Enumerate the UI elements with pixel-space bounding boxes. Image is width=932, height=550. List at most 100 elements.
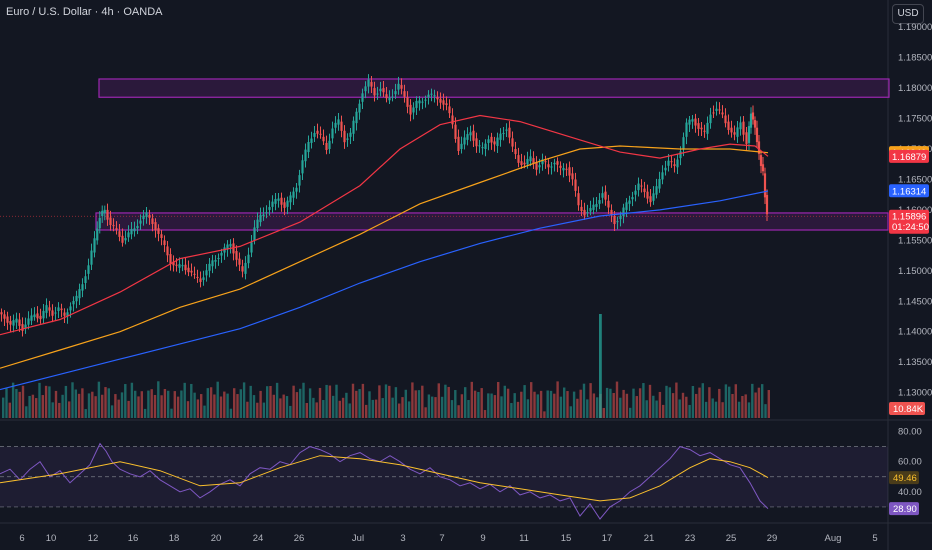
volume-bar xyxy=(21,385,25,418)
volume-bar xyxy=(437,383,440,418)
x-tick-label: 21 xyxy=(644,533,655,544)
volume-bar xyxy=(470,381,473,418)
candle-body xyxy=(337,119,340,125)
candle-body xyxy=(592,204,595,210)
candle-body xyxy=(511,138,514,147)
candle-body xyxy=(244,262,247,274)
volume-bar xyxy=(401,397,404,418)
volume-bar xyxy=(196,399,200,418)
volume-bar xyxy=(741,395,744,418)
candle-body xyxy=(553,162,556,165)
volume-bar xyxy=(411,382,414,418)
volume-bar xyxy=(335,384,338,418)
candle-body xyxy=(90,250,93,265)
candle-body xyxy=(547,164,550,168)
candle-body xyxy=(331,128,334,139)
candle-body xyxy=(24,324,27,329)
candle-body xyxy=(604,191,607,200)
currency-button[interactable]: USD xyxy=(892,4,924,24)
volume-bar xyxy=(711,398,714,418)
candle-body xyxy=(595,204,598,207)
candle-body xyxy=(66,312,69,317)
candle-body xyxy=(718,109,721,111)
candle-body xyxy=(115,228,118,230)
candle-body xyxy=(451,115,454,125)
volume-bar xyxy=(41,395,44,418)
candle-body xyxy=(739,122,742,130)
candle-body xyxy=(517,155,520,163)
candle-body xyxy=(535,162,538,170)
x-tick-label: 18 xyxy=(169,533,180,544)
volume-bar xyxy=(120,392,124,418)
candle-body xyxy=(202,277,205,280)
volume-bar xyxy=(176,396,180,418)
candle-body xyxy=(322,136,325,142)
candle-body xyxy=(730,127,733,133)
volume-bar xyxy=(662,404,665,418)
support-zone xyxy=(95,212,889,231)
candle-body xyxy=(81,284,84,291)
candle-body xyxy=(15,318,18,323)
candle-body xyxy=(75,295,78,302)
volume-bar xyxy=(48,386,51,418)
candle-body xyxy=(502,132,505,134)
volume-bar xyxy=(394,387,398,418)
candle-body xyxy=(418,100,421,104)
volume-bar xyxy=(671,393,675,418)
volume-bar xyxy=(322,400,325,418)
candle-body xyxy=(232,243,235,254)
candle-body xyxy=(181,265,184,267)
candle-body xyxy=(586,212,589,214)
candle-body xyxy=(652,193,655,201)
candle-body xyxy=(268,207,271,210)
candle-body xyxy=(568,167,571,176)
candle-body xyxy=(109,217,112,226)
volume-bar xyxy=(295,392,299,418)
volume-bars xyxy=(2,314,770,418)
volume-bar xyxy=(242,382,246,418)
candle-body xyxy=(145,212,148,217)
candle-body xyxy=(358,103,361,113)
candle-body xyxy=(667,160,670,166)
x-tick-label: 3 xyxy=(400,533,405,544)
volume-bar xyxy=(107,388,110,418)
x-tick-label: 17 xyxy=(602,533,613,544)
candle-body xyxy=(178,264,181,268)
volume-bar xyxy=(708,387,711,418)
candle-body xyxy=(9,321,12,325)
candle-body xyxy=(166,246,169,256)
volume-bar xyxy=(332,395,335,418)
candle-body xyxy=(238,258,241,265)
candles xyxy=(0,74,769,337)
volume-bar xyxy=(500,396,503,418)
volume-bar xyxy=(635,396,638,418)
candle-body xyxy=(472,130,475,141)
volume-bar xyxy=(226,393,229,418)
volume-bar xyxy=(605,387,609,418)
volume-bar xyxy=(510,403,513,418)
candle-body xyxy=(301,160,304,174)
volume-bar xyxy=(117,399,120,418)
candle-body xyxy=(706,122,709,134)
volume-bar xyxy=(384,384,388,418)
volume-bar xyxy=(688,404,691,418)
candle-body xyxy=(229,244,232,247)
volume-bar xyxy=(473,390,477,418)
volume-bar xyxy=(127,400,130,418)
candle-body xyxy=(661,172,664,180)
candle-body xyxy=(169,254,172,265)
candle-body xyxy=(382,88,385,93)
volume-bar xyxy=(447,386,450,418)
candle-body xyxy=(217,257,220,259)
resistance-zone xyxy=(98,78,890,98)
candle-body xyxy=(529,156,532,162)
candle-body xyxy=(571,173,574,180)
candle-body xyxy=(163,240,166,245)
volume-bar xyxy=(404,389,407,418)
x-tick-label: Jul xyxy=(352,533,364,544)
candle-body xyxy=(505,129,508,131)
volume-bar xyxy=(728,386,731,418)
y-tick-label: 1.16500 xyxy=(898,174,932,185)
volume-bar xyxy=(487,393,490,418)
